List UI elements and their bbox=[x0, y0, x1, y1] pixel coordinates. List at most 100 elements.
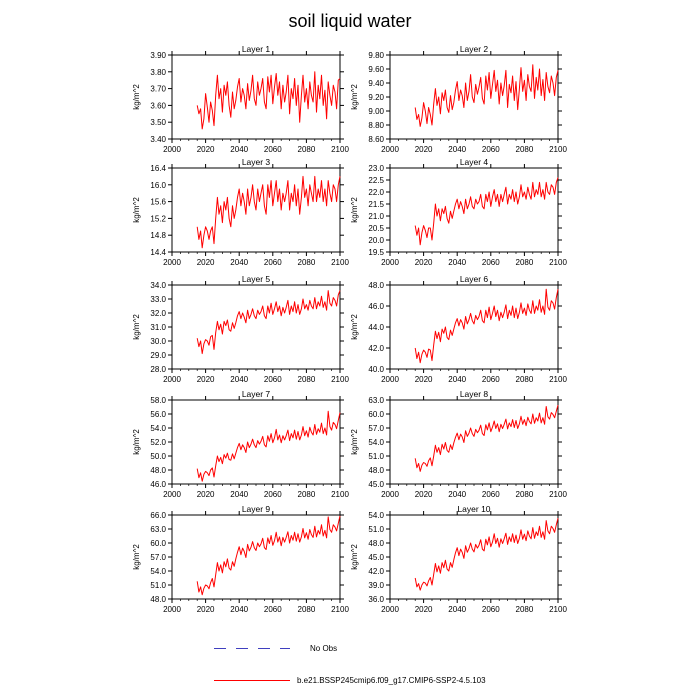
x-tick-label: 2080 bbox=[516, 258, 534, 267]
chart-panel-1: Layer 1 kg/m^2 2000 2020 2040 2060 2080 2100 3.4… bbox=[132, 44, 349, 154]
y-tick-label: 63.0 bbox=[150, 525, 166, 534]
series-line bbox=[414, 288, 559, 364]
y-tick-label: 60.0 bbox=[368, 410, 384, 419]
y-tick-label: 40.0 bbox=[368, 365, 384, 374]
y-tick-label: 9.20 bbox=[368, 93, 384, 102]
y-axis-label: kg/m^2 bbox=[350, 429, 359, 455]
x-tick-label: 2020 bbox=[197, 375, 215, 384]
legend: No Obs b.e21.BSSP245cmip6.f09_g17.CMIP6-… bbox=[214, 644, 486, 685]
y-tick-label: 39.0 bbox=[368, 581, 384, 590]
y-tick-label: 32.0 bbox=[150, 309, 166, 318]
x-tick-label: 2020 bbox=[415, 258, 433, 267]
y-tick-label: 45.0 bbox=[368, 553, 384, 562]
x-tick-label: 2100 bbox=[331, 605, 349, 614]
y-tick-label: 22.0 bbox=[368, 188, 384, 197]
x-tick-label: 2000 bbox=[381, 375, 399, 384]
series-line bbox=[196, 290, 341, 355]
y-tick-label: 54.0 bbox=[150, 424, 166, 433]
y-tick-label: 48.0 bbox=[368, 539, 384, 548]
x-tick-label: 2080 bbox=[298, 605, 316, 614]
x-tick-label: 2080 bbox=[298, 258, 316, 267]
y-tick-label: 48.0 bbox=[150, 466, 166, 475]
plot-frame bbox=[389, 399, 559, 485]
y-tick-label: 3.50 bbox=[150, 118, 166, 127]
y-tick-label: 16.4 bbox=[150, 164, 166, 173]
series-line bbox=[414, 404, 559, 472]
x-tick-label: 2020 bbox=[197, 490, 215, 499]
x-tick-label: 2080 bbox=[516, 145, 534, 154]
y-tick-label: 60.0 bbox=[150, 539, 166, 548]
x-tick-label: 2100 bbox=[549, 605, 567, 614]
x-tick-label: 2060 bbox=[264, 490, 282, 499]
series-line bbox=[196, 410, 341, 482]
chart-panel-2: Layer 2 kg/m^2 2000 2020 2040 2060 2080 2100 8.6… bbox=[350, 44, 567, 154]
y-tick-label: 42.0 bbox=[368, 344, 384, 353]
x-tick-label: 2080 bbox=[298, 375, 316, 384]
chart-panel-5: Layer 5 kg/m^2 2000 2020 2040 2060 2080 2100 28.… bbox=[132, 274, 349, 384]
x-tick-label: 2080 bbox=[516, 605, 534, 614]
y-axis-label: kg/m^2 bbox=[350, 544, 359, 570]
y-tick-label: 58.0 bbox=[150, 396, 166, 405]
series-line bbox=[196, 71, 341, 130]
y-tick-label: 19.5 bbox=[368, 248, 384, 257]
legend-model-label: b.e21.BSSP245cmip6.f09_g17.CMIP6-SSP2-4.… bbox=[297, 676, 486, 685]
y-tick-label: 51.0 bbox=[368, 525, 384, 534]
x-tick-label: 2100 bbox=[331, 375, 349, 384]
x-tick-label: 2060 bbox=[482, 145, 500, 154]
x-tick-label: 2040 bbox=[230, 605, 248, 614]
x-tick-label: 2080 bbox=[298, 145, 316, 154]
x-tick-label: 2000 bbox=[163, 490, 181, 499]
x-tick-label: 2060 bbox=[482, 490, 500, 499]
panel-title: Layer 1 bbox=[242, 44, 271, 54]
plot-frame bbox=[389, 284, 559, 370]
x-tick-label: 2040 bbox=[448, 605, 466, 614]
y-tick-label: 31.0 bbox=[150, 323, 166, 332]
panel-title: Layer 5 bbox=[242, 274, 271, 284]
y-tick-label: 66.0 bbox=[150, 511, 166, 520]
y-axis-label: kg/m^2 bbox=[350, 84, 359, 110]
chart-panel-9: Layer 9 kg/m^2 2000 2020 2040 2060 2080 2100 48.… bbox=[132, 504, 349, 614]
x-tick-label: 2000 bbox=[163, 375, 181, 384]
x-tick-label: 2020 bbox=[415, 605, 433, 614]
panel-title: Layer 2 bbox=[460, 44, 489, 54]
y-tick-label: 21.5 bbox=[368, 200, 384, 209]
chart-panel-4: Layer 4 kg/m^2 2000 2020 2040 2060 2080 2100 19.… bbox=[350, 157, 567, 267]
x-tick-label: 2000 bbox=[163, 145, 181, 154]
chart-panel-6: Layer 6 kg/m^2 2000 2020 2040 2060 2080 2100 40.… bbox=[350, 274, 567, 384]
x-tick-label: 2060 bbox=[264, 258, 282, 267]
chart-panel-7: Layer 7 kg/m^2 2000 2020 2040 2060 2080 2100 46.… bbox=[132, 389, 349, 499]
y-axis-label: kg/m^2 bbox=[132, 429, 141, 455]
y-tick-label: 57.0 bbox=[150, 553, 166, 562]
x-tick-label: 2000 bbox=[381, 258, 399, 267]
y-tick-label: 30.0 bbox=[150, 337, 166, 346]
figure-title: soil liquid water bbox=[288, 11, 411, 31]
y-axis-label: kg/m^2 bbox=[132, 197, 141, 223]
x-tick-label: 2040 bbox=[448, 145, 466, 154]
x-tick-label: 2000 bbox=[381, 145, 399, 154]
panel-title: Layer 9 bbox=[242, 504, 271, 514]
y-tick-label: 9.60 bbox=[368, 65, 384, 74]
y-axis-label: kg/m^2 bbox=[132, 544, 141, 570]
y-tick-label: 15.2 bbox=[150, 214, 166, 223]
panel-title: Layer 8 bbox=[460, 389, 489, 399]
y-tick-label: 46.0 bbox=[150, 480, 166, 489]
x-tick-label: 2100 bbox=[549, 258, 567, 267]
x-tick-label: 2020 bbox=[415, 375, 433, 384]
y-axis-label: kg/m^2 bbox=[350, 197, 359, 223]
series-line bbox=[414, 177, 559, 246]
y-tick-label: 3.90 bbox=[150, 51, 166, 60]
y-tick-label: 51.0 bbox=[150, 581, 166, 590]
y-tick-label: 9.40 bbox=[368, 79, 384, 88]
y-axis-label: kg/m^2 bbox=[350, 314, 359, 340]
panel-grid: Layer 1 kg/m^2 2000 2020 2040 2060 2080 2100 3.4… bbox=[132, 44, 567, 614]
y-tick-label: 48.0 bbox=[368, 281, 384, 290]
panel-title: Layer 10 bbox=[457, 504, 490, 514]
y-tick-label: 34.0 bbox=[150, 281, 166, 290]
x-tick-label: 2080 bbox=[516, 490, 534, 499]
x-tick-label: 2000 bbox=[381, 605, 399, 614]
x-tick-label: 2100 bbox=[331, 258, 349, 267]
y-tick-label: 15.6 bbox=[150, 198, 166, 207]
y-tick-label: 54.0 bbox=[150, 567, 166, 576]
y-tick-label: 54.0 bbox=[368, 438, 384, 447]
